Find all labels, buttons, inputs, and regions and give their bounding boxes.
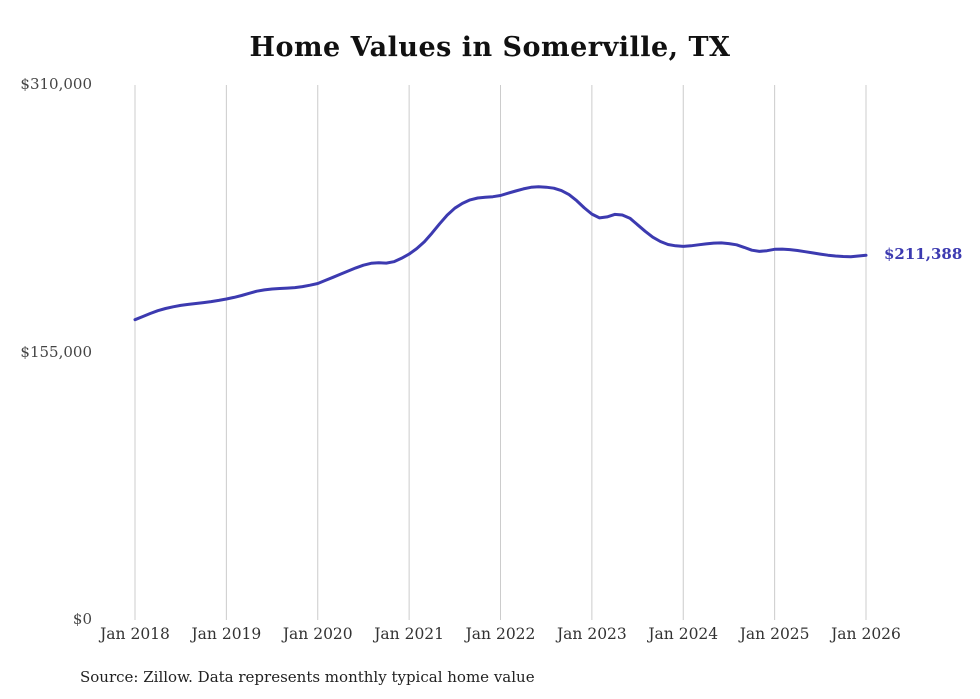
x-axis-tick-label: Jan 2021 [374,625,445,643]
x-axis-tick-label: Jan 2024 [648,625,719,643]
x-axis-tick-label: Jan 2025 [739,625,810,643]
chart-title: Home Values in Somerville, TX [249,32,731,63]
value-line [133,185,868,322]
end-value-label: $211,388 [884,245,963,264]
y-axis-tick-label: $310,000 [20,75,92,93]
y-axis-tick-label: $155,000 [20,342,92,361]
x-axis-tick-label: Jan 2022 [465,625,536,643]
x-axis-tick-label: Jan 2026 [831,625,901,643]
x-axis-tick-label: Jan 2020 [282,625,353,643]
y-axis-tick-label: $0 [72,610,92,628]
x-axis-tick-label: Jan 2023 [556,625,627,643]
x-axis-tick-label: Jan 2019 [191,625,262,643]
source-note: Source: Zillow. Data represents monthly … [80,668,535,686]
x-axis-tick-label: Jan 2018 [100,625,170,643]
